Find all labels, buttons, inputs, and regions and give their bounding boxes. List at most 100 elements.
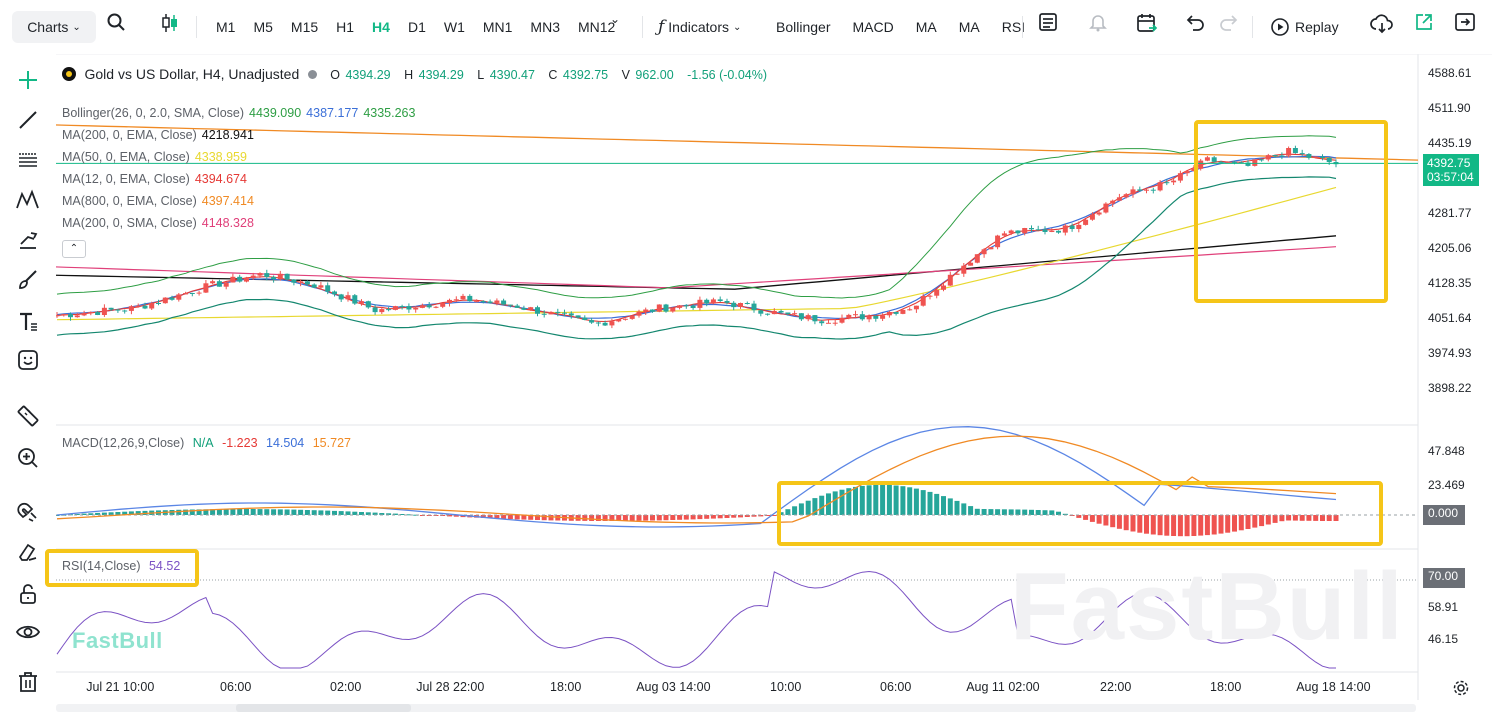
- indicator-legend-row[interactable]: MA(50, 0, EMA, Close) 4338.959: [62, 150, 252, 164]
- emoji-icon[interactable]: [14, 346, 42, 374]
- share-external-icon[interactable]: [1414, 12, 1434, 32]
- timeframe-m1[interactable]: M1: [216, 19, 236, 35]
- lock-icon[interactable]: [14, 580, 42, 608]
- price-chart[interactable]: [0, 54, 1492, 712]
- candle-body: [758, 310, 764, 314]
- macd-histogram-bar: [372, 512, 378, 515]
- text-icon[interactable]: [14, 308, 42, 336]
- macd-histogram-bar: [738, 515, 743, 518]
- macd-histogram-bar: [1320, 515, 1325, 521]
- timeframe-mn1[interactable]: MN1: [482, 19, 513, 35]
- candle-body: [521, 308, 527, 310]
- bollinger-lower-band: [56, 176, 1337, 340]
- macd-histogram-bar: [196, 509, 202, 515]
- macd-histogram-bar: [988, 509, 994, 515]
- candle-body: [1042, 229, 1048, 232]
- time-axis-label: 10:00: [770, 680, 802, 694]
- candle-body: [629, 315, 635, 319]
- current-price-tag: 4392.75 03:57:04: [1423, 154, 1479, 186]
- timeframe-h4[interactable]: H4: [372, 19, 390, 35]
- price-axis-label: 4051.64: [1428, 311, 1472, 325]
- macd-histogram-bar: [284, 509, 290, 515]
- indicator-legend-row[interactable]: Bollinger(26, 0, 2.0, SMA, Close) 4439.09…: [62, 106, 420, 120]
- candle-body: [900, 309, 906, 314]
- template-icon[interactable]: [1038, 12, 1058, 32]
- candle-body: [1171, 180, 1177, 183]
- indicator-legend-row[interactable]: MA(12, 0, EMA, Close) 4394.674: [62, 172, 252, 186]
- horizontal-lines-icon[interactable]: [14, 146, 42, 174]
- alert-bell-icon[interactable]: [1088, 12, 1108, 32]
- indicator-shortcut-ma[interactable]: MA: [958, 19, 980, 35]
- macd-histogram-bar: [1096, 515, 1102, 524]
- charts-menu-button[interactable]: Charts ⌄: [12, 11, 96, 43]
- macd-histogram-bar: [1083, 515, 1089, 520]
- macd-legend[interactable]: MACD(12,26,9,Close) N/A -1.223 14.504 15…: [62, 436, 356, 450]
- indicators-button[interactable]: ƒ Indicators ⌄: [658, 12, 741, 42]
- timeframe-m5[interactable]: M5: [253, 19, 273, 35]
- timeframe-mn12[interactable]: MN12: [577, 19, 616, 35]
- macd-histogram-bar: [1272, 515, 1278, 523]
- timeframe-mn3[interactable]: MN3: [530, 19, 560, 35]
- candle-body: [961, 265, 967, 274]
- macd-histogram-bar: [480, 515, 486, 518]
- zoom-in-icon[interactable]: [14, 444, 42, 472]
- macd-histogram-bar: [223, 509, 229, 515]
- calendar-icon[interactable]: [1136, 12, 1158, 34]
- brush-icon[interactable]: [14, 266, 42, 294]
- symbol-title[interactable]: Gold vs US Dollar, H4, Unadjusted: [84, 66, 300, 82]
- horizontal-scrollbar[interactable]: [56, 704, 1416, 712]
- time-axis-label: Aug 18 14:00: [1296, 680, 1371, 694]
- timeframe-d1[interactable]: D1: [407, 19, 426, 35]
- redo-icon[interactable]: [1218, 12, 1238, 32]
- candle-body: [785, 312, 791, 315]
- trend-line-icon[interactable]: [14, 106, 42, 134]
- candle-body: [1144, 189, 1149, 191]
- bollinger-upper-band: [56, 135, 1337, 299]
- timeframe-w1[interactable]: W1: [443, 19, 465, 35]
- macd-histogram-bar: [318, 510, 324, 515]
- symbol-settings-dot-icon[interactable]: [307, 70, 317, 79]
- indicator-shortcut-ma[interactable]: MA: [915, 19, 937, 35]
- axis-settings-gear-icon[interactable]: [1452, 679, 1470, 697]
- macd-histogram-bar: [359, 512, 364, 515]
- search-icon[interactable]: [106, 12, 126, 32]
- fullscreen-exit-icon[interactable]: [1454, 12, 1476, 32]
- magnet-icon[interactable]: [14, 498, 42, 526]
- indicator-legend-row[interactable]: MA(200, 0, SMA, Close) 4148.328: [62, 216, 259, 230]
- crosshair-icon[interactable]: [14, 66, 42, 94]
- eye-icon[interactable]: [14, 618, 42, 646]
- rsi-legend[interactable]: RSI(14,Close) 54.52: [62, 559, 185, 573]
- candle-body: [1062, 225, 1068, 233]
- ruler-icon[interactable]: [14, 402, 42, 430]
- eraser-icon[interactable]: [14, 538, 42, 566]
- undo-icon[interactable]: [1186, 12, 1206, 32]
- collapse-legend-button[interactable]: ⌃: [62, 240, 86, 258]
- scrollbar-thumb[interactable]: [236, 704, 411, 712]
- drawing-toolbar: [0, 54, 56, 712]
- timeframe-more-chevron-icon[interactable]: ⌄: [610, 12, 621, 26]
- indicator-shortcut-rsi[interactable]: RSI: [1001, 19, 1026, 35]
- replay-button[interactable]: Replay: [1270, 12, 1339, 42]
- candle-body: [332, 291, 337, 295]
- pattern-icon[interactable]: [14, 186, 42, 214]
- indicator-legend-row[interactable]: MA(200, 0, EMA, Close) 4218.941: [62, 128, 259, 142]
- candle-body: [663, 304, 669, 312]
- time-axis-label: Aug 03 14:00: [636, 680, 711, 694]
- candle-body: [271, 276, 277, 280]
- timeframe-h1[interactable]: H1: [336, 19, 355, 35]
- cloud-save-icon[interactable]: [1370, 12, 1394, 34]
- timeframe-m15[interactable]: M15: [290, 19, 319, 35]
- trash-icon[interactable]: [14, 668, 42, 696]
- macd-histogram-bar: [1157, 515, 1163, 536]
- projection-icon[interactable]: [14, 226, 42, 254]
- candle-body: [805, 315, 811, 320]
- macd-line: [56, 426, 1337, 528]
- candle-body: [501, 300, 507, 305]
- indicator-legend-row[interactable]: MA(800, 0, EMA, Close) 4397.414: [62, 194, 259, 208]
- candle-body: [812, 315, 818, 322]
- candlestick-type-icon[interactable]: [160, 12, 180, 34]
- indicator-shortcut-macd[interactable]: MACD: [852, 19, 894, 35]
- indicator-shortcut-bollinger[interactable]: Bollinger: [776, 19, 831, 35]
- candle-body: [1123, 194, 1129, 198]
- rsi-axis-label: 70.00: [1423, 568, 1465, 588]
